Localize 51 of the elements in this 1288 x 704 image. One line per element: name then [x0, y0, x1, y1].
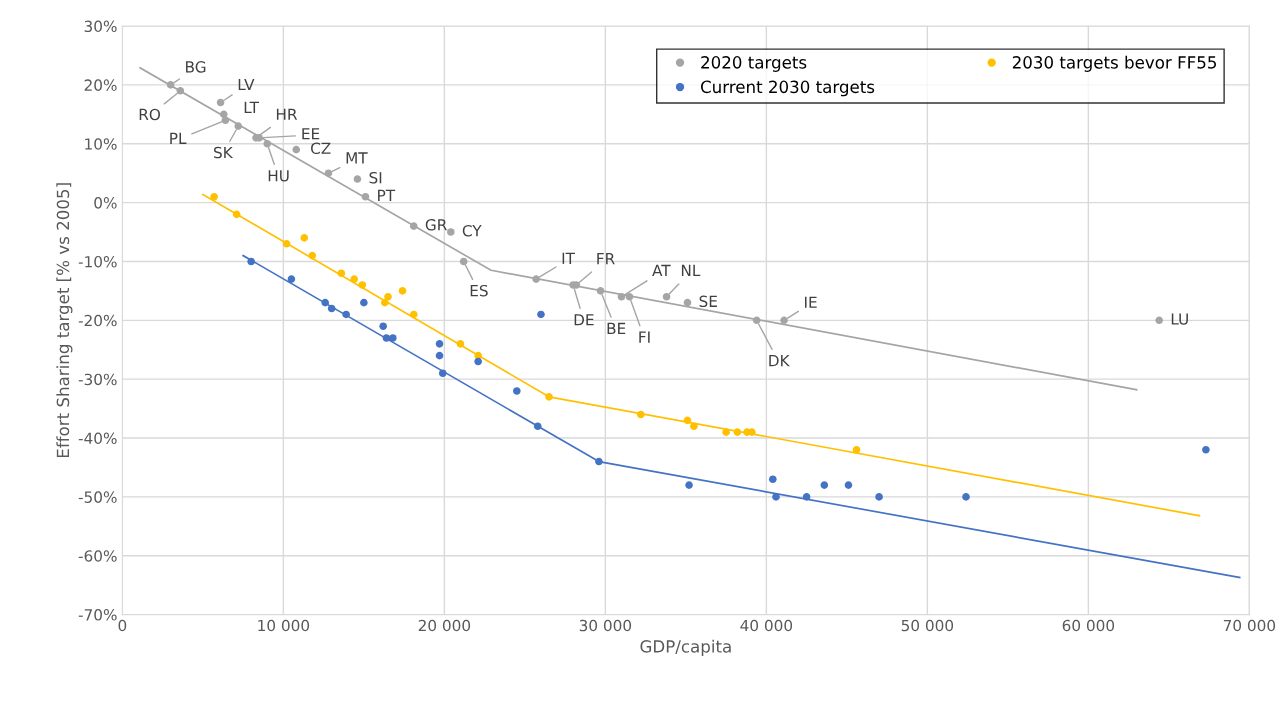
annotation: BG — [186, 61, 206, 73]
y-tick-label: -60% — [78, 550, 117, 562]
y-tick-label: -70% — [78, 609, 117, 621]
x-tick-label: 70 000 — [1223, 619, 1276, 632]
y-tick-label: 20% — [84, 79, 117, 91]
y-tick-label: 0% — [94, 197, 117, 209]
annotation: LT — [244, 101, 260, 113]
annotation: SE — [699, 295, 717, 308]
annotation: PT — [378, 189, 396, 201]
y-tick-label: -10% — [78, 255, 117, 268]
x-tick-label: 40 000 — [740, 619, 793, 632]
y-tick-label: -20% — [78, 314, 117, 327]
annotation: NL — [681, 264, 701, 276]
x-tick-label: 20 000 — [418, 619, 471, 632]
annotation: PL — [170, 132, 187, 144]
annotation: IE — [805, 296, 817, 308]
annotation: CZ — [310, 142, 331, 155]
annotation: IT — [562, 252, 576, 264]
x-tick-label: 0 — [118, 619, 127, 632]
annotation: LU — [1171, 313, 1188, 325]
annotation: LV — [238, 78, 255, 91]
y-tick-label: -30% — [78, 373, 117, 386]
legend-label: Current 2030 targets — [700, 80, 875, 97]
x-axis-title: GDP/capita — [640, 639, 731, 656]
legend-label: 2020 targets — [701, 56, 807, 72]
annotation: RO — [139, 108, 161, 121]
x-tick-label: 10 000 — [258, 619, 310, 632]
annotation: AT — [652, 264, 671, 276]
x-tick-label: 30 000 — [579, 619, 632, 632]
y-tick-label: -40% — [78, 432, 117, 445]
y-tick-label: 30% — [84, 20, 117, 33]
annotation: FI — [639, 331, 650, 343]
y-tick-label: -50% — [78, 491, 117, 503]
annotation: HU — [268, 170, 289, 182]
annotation: HR — [276, 108, 298, 120]
y-tick-label: 10% — [85, 138, 117, 150]
x-tick-label: 60 000 — [1062, 619, 1115, 632]
annotation: DE — [574, 314, 594, 326]
annotation: ES — [470, 284, 488, 297]
x-tick-label: 50 000 — [901, 619, 954, 632]
annotation: EE — [302, 128, 320, 140]
legend-label: 2030 targets bevor FF55 — [1012, 55, 1216, 72]
annotation: BE — [607, 322, 626, 334]
annotation: CY — [462, 224, 482, 237]
y-axis-title: Effort Sharing target [% vs 2005] — [56, 183, 73, 458]
annotation: GR — [425, 219, 447, 231]
annotation: MT — [346, 152, 368, 164]
annotation: SK — [214, 146, 234, 159]
annotation: SI — [369, 171, 382, 184]
annotation: DK — [769, 355, 790, 367]
annotation: FR — [597, 253, 615, 265]
